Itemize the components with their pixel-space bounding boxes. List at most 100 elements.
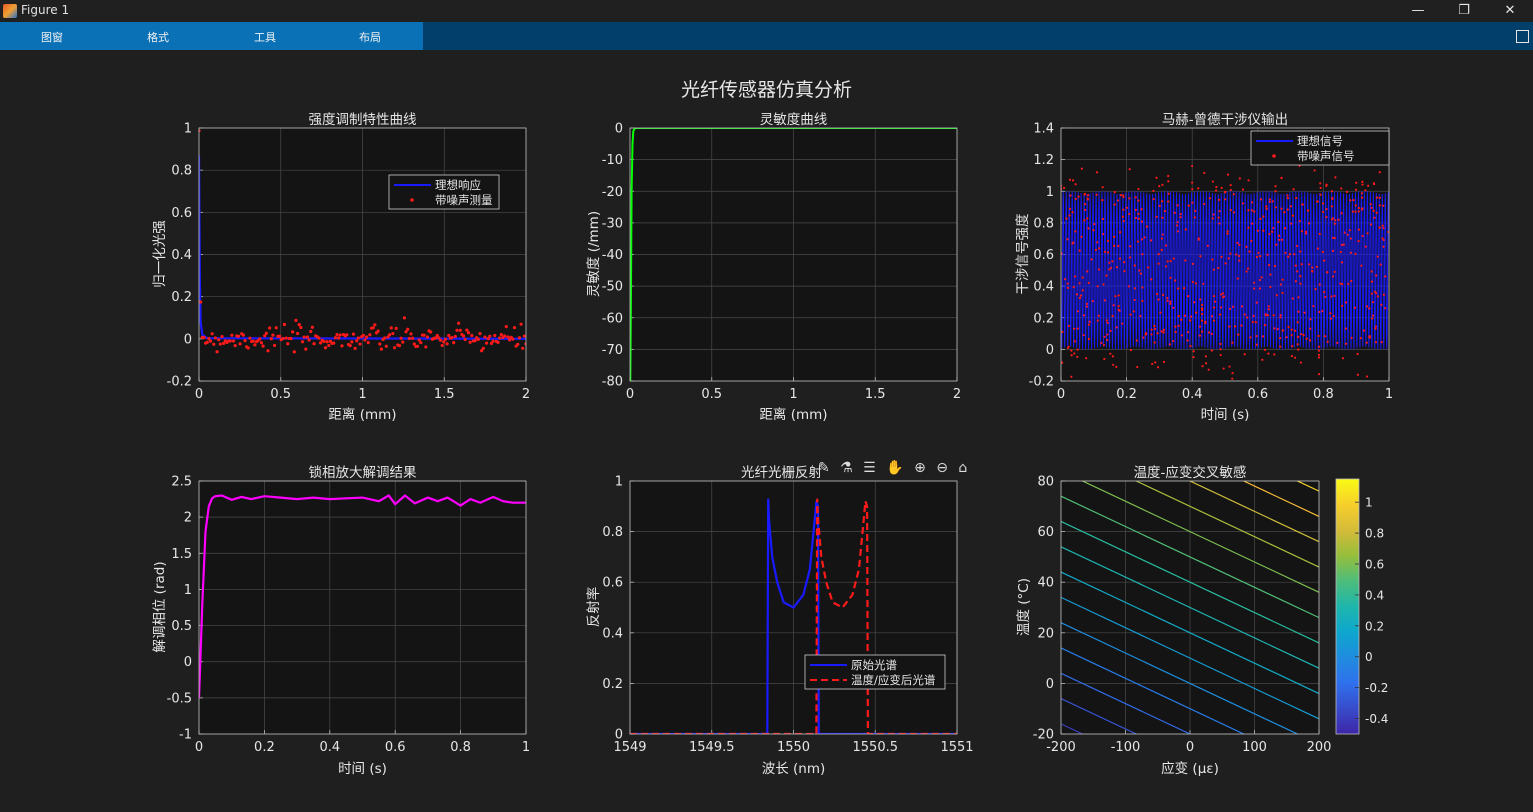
data-point (504, 325, 508, 329)
data-point (1217, 216, 1220, 219)
plot-content (199, 129, 526, 354)
x-tick-label: 0.5 (270, 387, 291, 402)
minimize-button[interactable]: — (1411, 3, 1425, 18)
data-point (1309, 327, 1312, 330)
data-point (1265, 205, 1268, 208)
data-point (1272, 314, 1275, 317)
data-point (1102, 283, 1105, 286)
data-point (522, 334, 526, 338)
axes-toolbar[interactable]: ✎ ⚗ ☰ ✋ ⊕ ⊖ ⌂ (818, 460, 971, 476)
data-point (1173, 279, 1177, 282)
data-point (1240, 305, 1244, 308)
menu-tools[interactable]: 工具 (254, 31, 276, 44)
data-point (1128, 212, 1131, 216)
data-point (1218, 198, 1221, 201)
data-point (1232, 193, 1235, 196)
data-point (1186, 339, 1189, 342)
data-point (1095, 171, 1099, 174)
data-point (1332, 275, 1335, 278)
data-point (1375, 292, 1378, 295)
data-point (1279, 283, 1283, 286)
data-point (1279, 316, 1282, 319)
data-point (1301, 203, 1304, 206)
data-point (409, 332, 413, 336)
menu-format[interactable]: 格式 (147, 31, 169, 44)
data-point (1256, 229, 1259, 232)
legend-entry-label: 理想信号 (1297, 134, 1343, 148)
x-tick-label: 0.6 (1247, 387, 1268, 402)
x-tick-label: 0 (1057, 387, 1065, 402)
data-point (1198, 325, 1202, 328)
data-point (1297, 296, 1300, 299)
data-point (1069, 194, 1072, 197)
axes-title-intensity: 强度调制特性曲线 (308, 112, 417, 128)
data-point (1071, 179, 1075, 182)
data-point (1162, 328, 1166, 331)
data-point (1371, 314, 1375, 317)
data-point (1274, 190, 1277, 193)
data-point (1366, 232, 1369, 235)
data-point (1076, 327, 1079, 330)
menu-figure[interactable]: 图窗 (41, 31, 63, 44)
data-point (1134, 196, 1137, 199)
data-point (1145, 225, 1149, 228)
data-point (243, 339, 247, 343)
data-point (1191, 188, 1194, 191)
data-point (1357, 210, 1360, 213)
data-point (1268, 200, 1271, 203)
menu-active-strip (0, 22, 423, 50)
data-point (1247, 209, 1250, 212)
data-point (1227, 257, 1230, 260)
data-point (1261, 358, 1264, 361)
data-point (1381, 237, 1384, 240)
contour-line (1242, 481, 1319, 517)
restore-button[interactable]: ❐ (1458, 3, 1470, 18)
data-point (1074, 230, 1077, 233)
data-point (1268, 264, 1271, 267)
data-point (1077, 195, 1080, 198)
close-button[interactable]: ✕ (1504, 3, 1516, 18)
data-point (215, 350, 219, 354)
data-point (310, 325, 314, 329)
data-point (1169, 302, 1172, 305)
undock-icon[interactable] (1516, 30, 1529, 43)
data-point (1193, 301, 1196, 304)
data-point (1177, 324, 1180, 327)
data-point (1238, 259, 1241, 262)
data-point (1113, 191, 1116, 194)
data-point (1082, 314, 1085, 317)
data-point (1210, 315, 1214, 318)
data-point (1140, 220, 1143, 223)
data-point (1299, 275, 1302, 278)
data-point (1176, 204, 1179, 207)
data-point (1189, 344, 1192, 348)
data-point (261, 344, 265, 348)
series-original-spectrum (630, 498, 957, 734)
data-point (1372, 209, 1375, 212)
data-point (1281, 329, 1284, 332)
data-point (1215, 185, 1218, 189)
data-point (230, 333, 234, 337)
y-tick-label: -20 (602, 185, 623, 200)
data-point (1164, 265, 1168, 268)
data-point (1113, 235, 1116, 238)
data-point (493, 333, 497, 338)
data-point (1346, 233, 1349, 236)
data-point (1284, 251, 1287, 254)
data-point (1179, 212, 1182, 216)
data-point (1370, 280, 1374, 283)
data-point (1373, 182, 1376, 186)
data-point (351, 332, 356, 336)
data-point (1344, 327, 1348, 330)
legend-box (1250, 130, 1390, 166)
colorbar-tick-label: 0.8 (1365, 527, 1384, 541)
data-point (297, 323, 301, 327)
data-point (1276, 328, 1279, 331)
data-point (1357, 228, 1360, 231)
data-point (1101, 217, 1105, 221)
menu-layout[interactable]: 布局 (359, 31, 381, 44)
data-point (1153, 324, 1156, 328)
data-point (1129, 349, 1132, 352)
